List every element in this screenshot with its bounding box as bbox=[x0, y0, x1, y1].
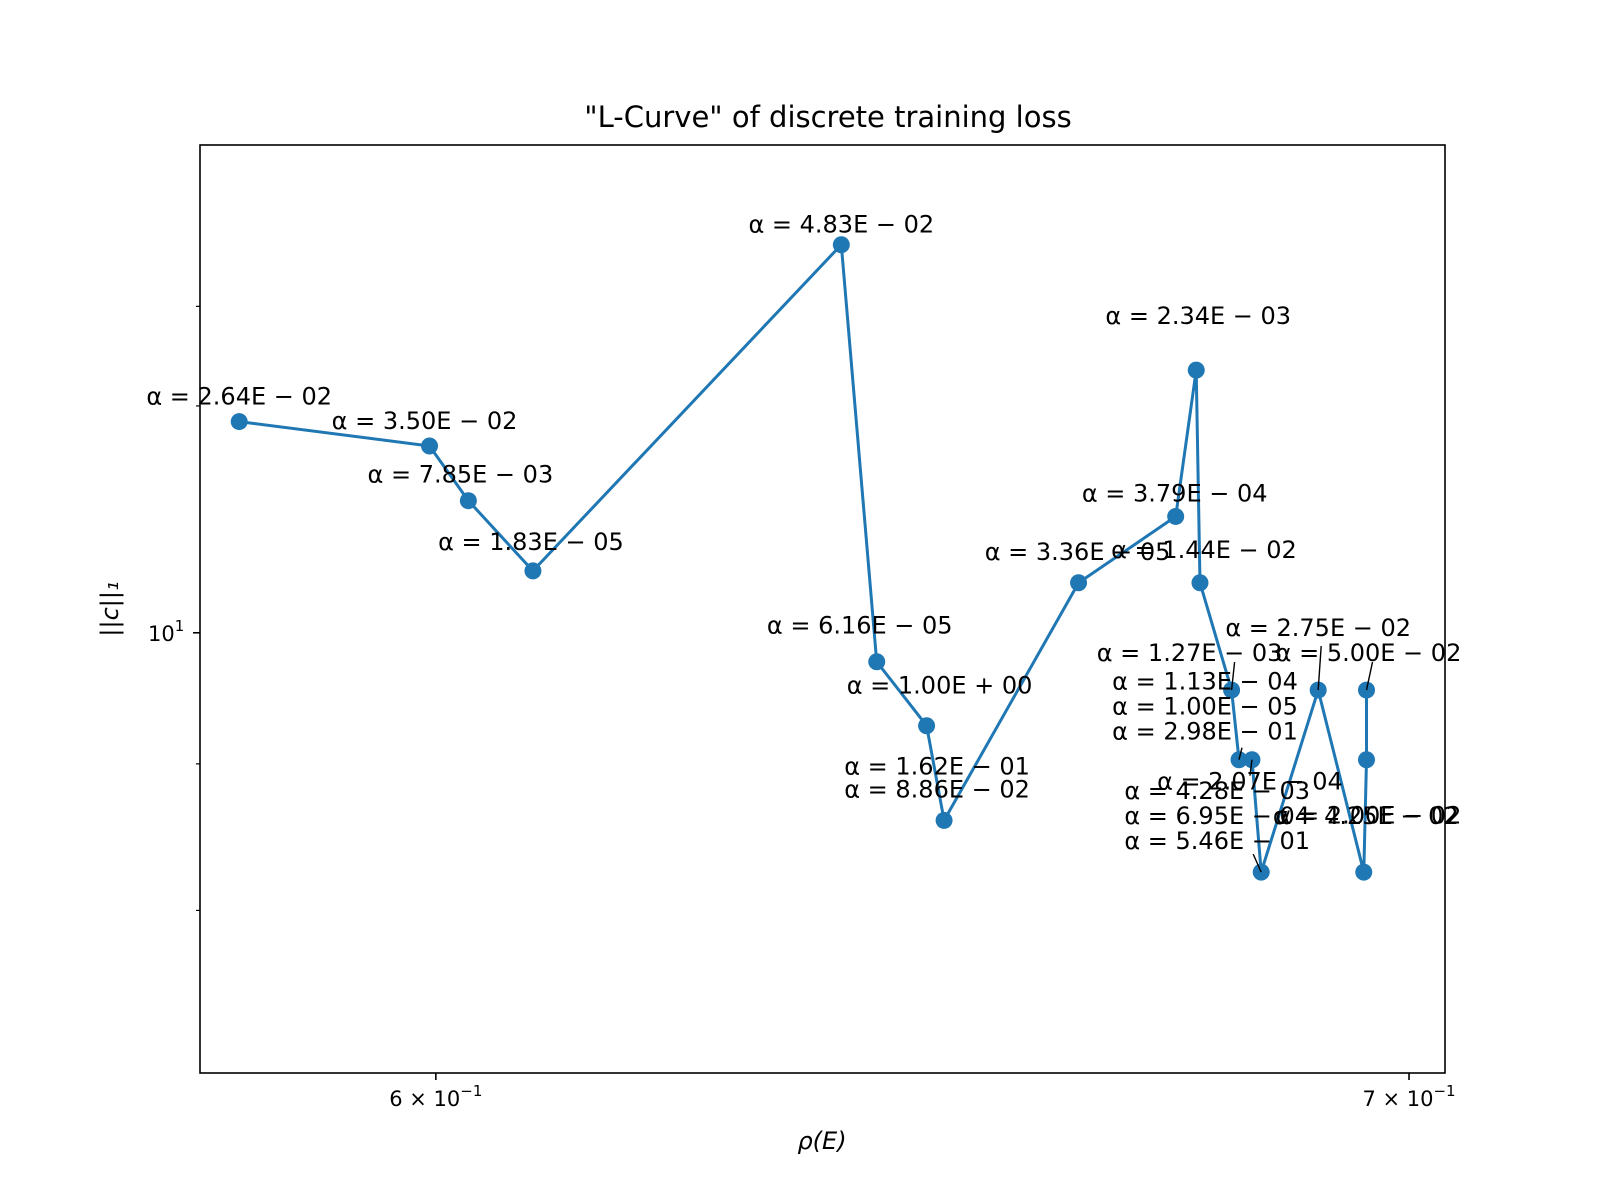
data-point-3 bbox=[459, 492, 477, 510]
chart-title: "L-Curve" of discrete training loss bbox=[584, 100, 1071, 134]
annotation-label-6: α = 6.16E − 05 bbox=[767, 612, 953, 640]
annotation-leader-3 bbox=[1365, 661, 1374, 691]
data-point-10 bbox=[1167, 507, 1185, 525]
data-point-18 bbox=[1355, 863, 1373, 881]
annotation-leader-1 bbox=[1317, 646, 1322, 691]
annotation-label-13: α = 1.44E − 02 bbox=[1111, 536, 1297, 564]
annotation-label-17: α = 1.13E − 04 bbox=[1112, 668, 1298, 696]
annotation-label-18: α = 1.00E − 05 bbox=[1112, 693, 1298, 721]
y-tick-label-1: 101 bbox=[148, 617, 184, 646]
annotation-leader-5 bbox=[1249, 759, 1253, 776]
annotation-label-22: α = 4.28E − 03 bbox=[1124, 777, 1310, 805]
data-point-1 bbox=[230, 413, 248, 431]
data-point-2 bbox=[421, 437, 439, 455]
annotation-label-20: α = 2.00E − 02 bbox=[1276, 802, 1462, 830]
annotation-label-8: α = 1.62E − 01 bbox=[844, 752, 1030, 780]
annotation-label-25: α = 5.46E − 01 bbox=[1124, 827, 1310, 855]
data-point-9 bbox=[1070, 574, 1088, 592]
annotation-label-14: α = 2.75E − 02 bbox=[1225, 614, 1411, 642]
annotation-label-1: α = 2.64E − 02 bbox=[146, 383, 332, 411]
axis-ticks: 6 × 10−1 7 × 10−1 101 bbox=[148, 305, 1456, 1111]
annotation-leader-4 bbox=[1238, 747, 1243, 760]
x-tick-label-1: 6 × 10−1 bbox=[389, 1082, 482, 1111]
annotation-label-23: α = 6.95E − 04 bbox=[1124, 802, 1310, 830]
annotation-leader-6 bbox=[1252, 853, 1262, 873]
annotation-label-11: α = 3.79E − 04 bbox=[1082, 479, 1268, 507]
data-point-6 bbox=[868, 653, 886, 671]
annotation-label-15: α = 1.27E − 03 bbox=[1097, 639, 1283, 667]
y-axis-label: ||c||₁ bbox=[96, 581, 124, 636]
annotation-label-12: α = 2.34E − 03 bbox=[1105, 302, 1291, 330]
series-line bbox=[239, 243, 1368, 874]
annotation-label-5: α = 4.83E − 02 bbox=[748, 211, 934, 239]
annotation-label-16: α = 5.00E − 02 bbox=[1276, 639, 1462, 667]
data-point-5 bbox=[832, 236, 850, 254]
data-point-19 bbox=[1357, 751, 1375, 769]
annotation-label-9: α = 8.86E − 02 bbox=[844, 775, 1030, 803]
annotation-label-3: α = 7.85E − 03 bbox=[368, 461, 554, 489]
annotation-label-10: α = 3.36E − 05 bbox=[985, 538, 1171, 566]
annotation-leader-2 bbox=[1230, 661, 1236, 691]
data-point-8 bbox=[935, 811, 953, 829]
x-tick-label-2: 7 × 10−1 bbox=[1362, 1082, 1455, 1111]
annotation-label-19: α = 2.98E − 01 bbox=[1112, 718, 1298, 746]
data-point-11 bbox=[1187, 361, 1205, 379]
annotation-label-24: α = 4.25E − 02 bbox=[1273, 802, 1459, 830]
annotation-label-7: α = 1.00E + 00 bbox=[847, 672, 1033, 700]
axes-frame bbox=[199, 144, 1446, 1074]
x-axis-label: ρ(E) bbox=[797, 1127, 846, 1155]
annotation-label-2: α = 3.50E − 02 bbox=[332, 407, 518, 435]
annotation-label-4: α = 1.83E − 05 bbox=[438, 528, 624, 556]
data-point-12 bbox=[1191, 574, 1209, 592]
data-point-4 bbox=[524, 562, 542, 580]
annotation-layer: α = 2.64E − 02α = 3.50E − 02 α = 7.85E − … bbox=[146, 211, 1462, 873]
data-point-7 bbox=[918, 717, 936, 735]
